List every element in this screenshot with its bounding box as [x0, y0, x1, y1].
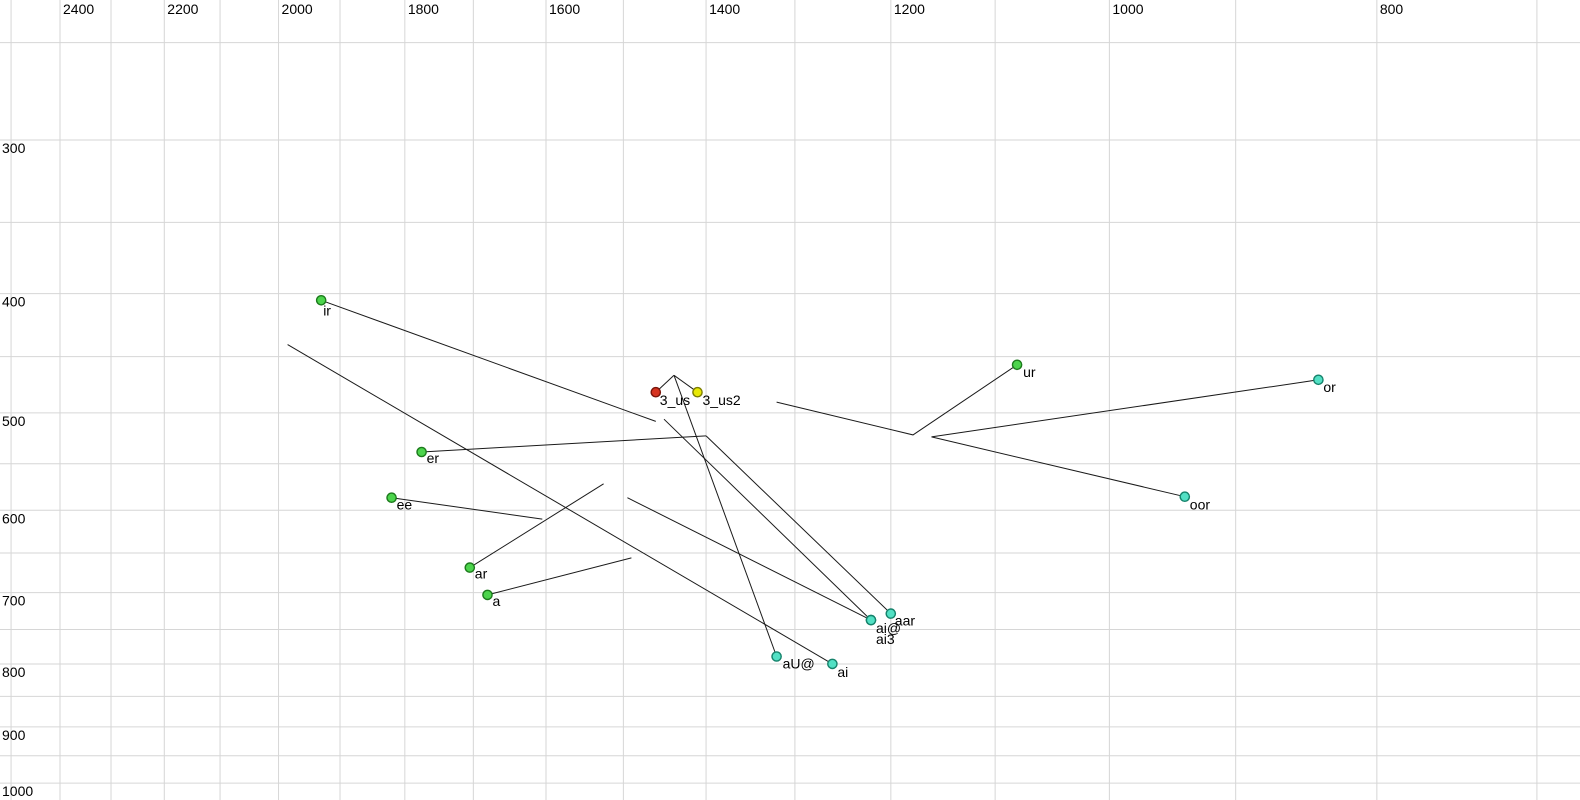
trajectory-aar [705, 435, 892, 614]
vowel-dot-or [1313, 374, 1324, 386]
trajectory-ai@ [663, 418, 872, 621]
trajectory-ar [469, 483, 604, 569]
vowel-dot-er [416, 446, 427, 458]
vowel-label-aU@: aU@ [783, 656, 815, 672]
trajectory-ur [776, 364, 1018, 436]
y-axis-tick-1000: 1000 [2, 783, 33, 799]
vowel-label-ir: ir [323, 302, 331, 318]
y-axis-tick-400: 400 [2, 294, 26, 310]
trajectory-ee [391, 497, 543, 520]
vowel-label-aar: aar [895, 613, 916, 629]
vowel-dot-3_us [650, 386, 662, 398]
vowel-label-ai: ai [837, 664, 848, 680]
x-axis-tick-1600: 1600 [549, 1, 580, 17]
vowel-label-er: er [427, 450, 440, 466]
trajectory-ir [321, 299, 656, 422]
vowel-label-ai@: ai@ [876, 620, 901, 636]
x-axis-tick-2000: 2000 [282, 1, 313, 17]
trajectory-ai [287, 344, 833, 665]
vowel-dot-ee [386, 492, 397, 504]
labels: 2400 2200 2000 1800 1600 1400 1200 1000 800 300 40… [2, 1, 1403, 799]
y-axis-tick-500: 500 [2, 413, 26, 429]
y-axis-tick-300: 300 [2, 140, 26, 156]
vowel-label-ai3: ai3 [876, 631, 895, 647]
vowel-dot-ai3 [865, 614, 877, 626]
vowel-label-ur: ur [1023, 364, 1036, 380]
x-axis-tick-1800: 1800 [408, 1, 439, 17]
vowel-dot-ur [1011, 359, 1023, 371]
vowel-dot-oor [1179, 491, 1191, 503]
y-axis-tick-800: 800 [2, 664, 26, 680]
x-axis-tick-2400: 2400 [63, 1, 94, 17]
vowel-dot-ir [315, 294, 327, 306]
vowel-label-oor: oor [1190, 497, 1211, 513]
y-axis-tick-600: 600 [2, 510, 26, 526]
trajectory-oor [931, 436, 1185, 498]
vowel-dot-aU@ [771, 651, 782, 662]
vowel-label-or: or [1323, 379, 1336, 395]
vowel-label-a: a [493, 593, 501, 609]
x-axis-tick-1400: 1400 [709, 1, 740, 17]
trajectory-a [487, 557, 632, 596]
x-axis-tick-800: 800 [1380, 1, 1404, 17]
trajectory-ai3 [627, 497, 872, 621]
vowel-dots [315, 294, 1324, 670]
trajectory-lines [287, 299, 1319, 665]
vowel-dot-ai [827, 658, 838, 670]
vowel-label-3_us2: 3_us2 [703, 392, 741, 408]
y-axis-tick-700: 700 [2, 593, 26, 609]
x-axis-tick-2200: 2200 [167, 1, 198, 17]
vowel-label-3_us: 3_us [660, 392, 690, 408]
trajectory-er [421, 435, 707, 453]
vowel-dot-ar [464, 562, 476, 573]
trajectory-aU@ [673, 375, 778, 657]
x-axis-tick-1000: 1000 [1112, 1, 1143, 17]
trajectory-or [931, 379, 1319, 438]
vowel-label-ee: ee [397, 497, 413, 513]
vowel-dot-a [482, 589, 493, 601]
vowel-dot-aar [885, 608, 897, 619]
vowel-dot-3_us2 [692, 386, 703, 398]
x-axis-tick-1200: 1200 [894, 1, 925, 17]
vowel-label-ar: ar [475, 566, 488, 582]
y-axis-tick-900: 900 [2, 727, 26, 743]
